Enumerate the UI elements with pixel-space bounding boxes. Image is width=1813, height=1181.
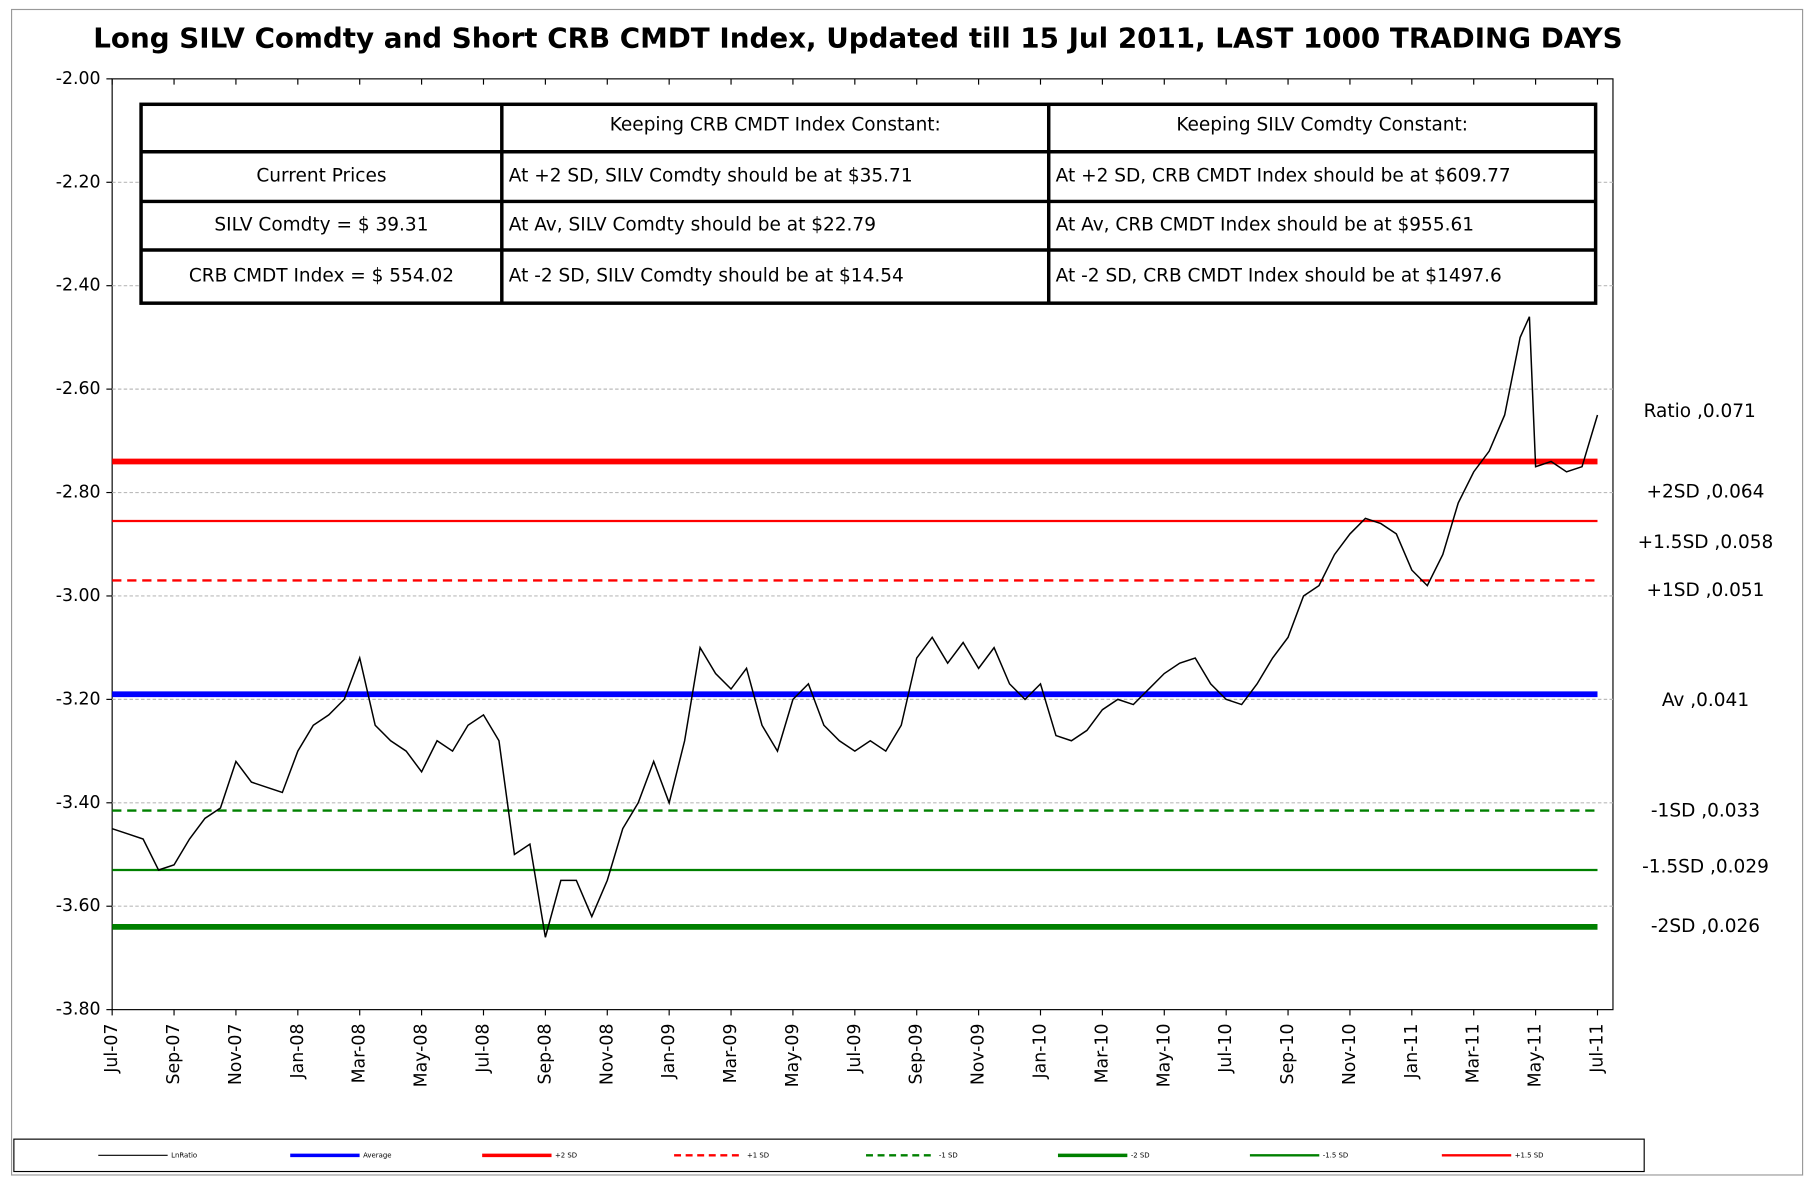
level-label: +1.5SD ,0.058 (1638, 532, 1774, 553)
y-tick-label: -2.20 (56, 172, 101, 192)
level-label: -1SD ,0.033 (1651, 801, 1760, 822)
x-tick-label: Jan-09 (659, 1024, 679, 1080)
legend-label: LnRatio (171, 1151, 197, 1159)
level-label: -2SD ,0.026 (1651, 916, 1760, 937)
legend-label: +1 SD (747, 1151, 769, 1159)
x-tick-label: Jan-10 (1030, 1024, 1050, 1080)
level-label: +2SD ,0.064 (1646, 482, 1764, 503)
legend-label: +1.5 SD (1515, 1151, 1544, 1159)
table-cell: At +2 SD, CRB CMDT Index should be at $6… (1056, 166, 1511, 187)
x-tick-label: Mar-11 (1464, 1024, 1484, 1084)
table-header: Keeping CRB CMDT Index Constant: (610, 115, 941, 136)
x-tick-label: May-08 (412, 1024, 432, 1088)
x-tick-label: Mar-09 (721, 1024, 741, 1084)
legend-label: -1 SD (939, 1151, 958, 1159)
y-tick-label: -2.80 (56, 483, 101, 503)
x-tick-label: Mar-10 (1092, 1024, 1112, 1084)
x-tick-label: Nov-09 (969, 1024, 989, 1086)
x-tick-label: Mar-08 (350, 1024, 370, 1084)
y-tick-label: -3.60 (56, 896, 101, 916)
table-cell: SILV Comdty = $ 39.31 (214, 215, 428, 236)
x-tick-label: Sep-08 (535, 1024, 555, 1085)
x-tick-label: May-09 (783, 1024, 803, 1088)
table-cell: Current Prices (256, 166, 386, 187)
x-tick-label: Jul-07 (102, 1024, 122, 1074)
table-cell: At Av, CRB CMDT Index should be at $955.… (1056, 215, 1474, 236)
level-label: -1.5SD ,0.029 (1642, 857, 1769, 878)
y-tick-label: -3.00 (56, 586, 101, 606)
level-label: Av ,0.041 (1662, 690, 1749, 711)
legend-label: -1.5 SD (1323, 1151, 1348, 1159)
x-tick-label: Jan-11 (1402, 1024, 1422, 1080)
ratio-line (111, 316, 1599, 938)
table-header: Keeping SILV Comdty Constant: (1176, 115, 1468, 136)
table-cell: At -2 SD, SILV Comdty should be at $14.5… (509, 266, 904, 287)
table-cell: At Av, SILV Comdty should be at $22.79 (509, 215, 876, 236)
y-tick-label: -3.40 (56, 793, 101, 813)
x-tick-label: Nov-10 (1340, 1024, 1360, 1086)
plot-frame (111, 78, 1614, 1011)
y-tick-label: -3.20 (56, 689, 101, 709)
x-tick-label: Jul-09 (845, 1024, 865, 1074)
legend-label: -2 SD (1131, 1151, 1150, 1159)
table-cell: CRB CMDT Index = $ 554.02 (189, 266, 454, 287)
x-tick-label: Sep-10 (1278, 1024, 1298, 1085)
y-tick-label: -2.40 (56, 276, 101, 296)
x-tick-label: Sep-09 (907, 1024, 927, 1085)
y-tick-label: -2.60 (56, 379, 101, 399)
x-tick-label: May-10 (1154, 1024, 1174, 1088)
table-cell: At +2 SD, SILV Comdty should be at $35.7… (509, 166, 913, 187)
x-tick-label: Nov-08 (597, 1024, 617, 1086)
legend-label: Average (363, 1151, 391, 1159)
x-tick-label: May-11 (1526, 1024, 1546, 1088)
legend-box (13, 1138, 1645, 1173)
x-tick-label: Jan-08 (288, 1024, 308, 1080)
x-tick-label: Sep-07 (164, 1024, 184, 1085)
y-tick-label: -2.00 (56, 69, 101, 89)
x-tick-label: Jul-11 (1587, 1024, 1607, 1074)
table-cell: At -2 SD, CRB CMDT Index should be at $1… (1056, 266, 1502, 287)
x-tick-label: Jul-08 (473, 1024, 493, 1074)
chart-title: Long SILV Comdty and Short CRB CMDT Inde… (93, 22, 1622, 55)
series-label: Ratio ,0.071 (1644, 401, 1756, 422)
legend-label: +2 SD (555, 1151, 577, 1159)
table-frame (139, 102, 1598, 305)
y-tick-label: -3.80 (56, 1000, 101, 1020)
level-label: +1SD ,0.051 (1646, 580, 1764, 601)
x-tick-label: Nov-07 (226, 1024, 246, 1086)
x-tick-label: Jul-10 (1216, 1024, 1236, 1074)
